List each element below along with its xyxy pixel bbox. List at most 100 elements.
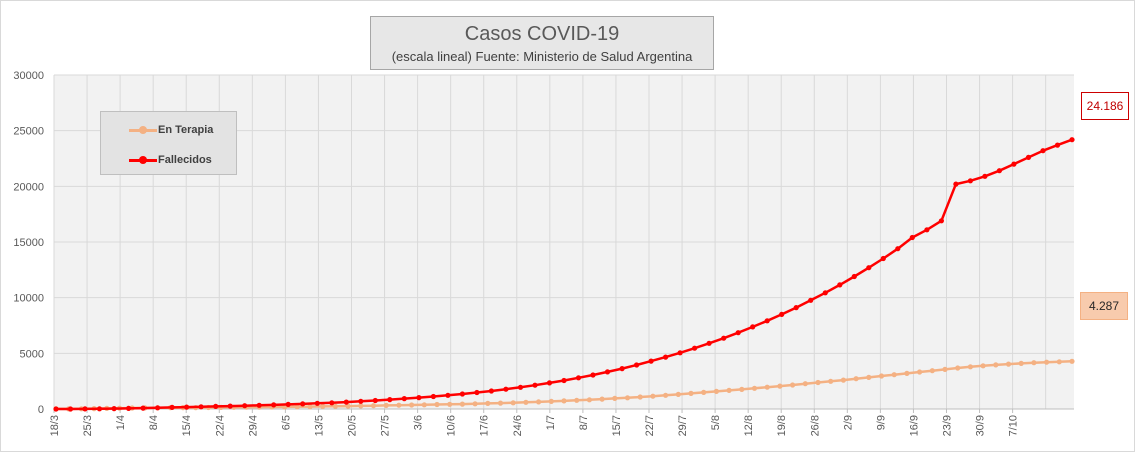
x-tick-label: 7/10: [1008, 415, 1020, 436]
x-tick-label: 20/5: [347, 415, 359, 436]
data-point-en-terapia: [878, 373, 885, 379]
data-point-fallecidos: [663, 354, 669, 360]
x-tick-label: 22/7: [644, 415, 656, 436]
x-tick-label: 2/9: [842, 415, 854, 430]
data-point-fallecidos: [343, 399, 349, 405]
data-point-en-terapia: [663, 392, 669, 398]
data-point-fallecidos: [430, 393, 436, 400]
data-point-fallecidos: [590, 372, 596, 378]
x-tick-label: 18/3: [49, 415, 61, 436]
legend-marker-fallecidos: [139, 156, 147, 164]
data-point-fallecidos: [909, 234, 915, 241]
x-tick-label: 1/4: [115, 415, 127, 430]
data-point-fallecidos: [372, 397, 378, 404]
data-point-fallecidos: [692, 345, 698, 351]
y-tick-label: 25000: [13, 126, 44, 138]
data-point-fallecidos: [634, 362, 640, 368]
data-point-en-terapia: [904, 370, 910, 376]
data-point-fallecidos: [82, 406, 88, 412]
data-point-en-terapia: [853, 376, 859, 382]
data-point-fallecidos: [256, 402, 262, 408]
data-point-en-terapia: [980, 363, 986, 369]
data-point-en-terapia: [370, 403, 377, 409]
fallecidos-end-label: 24.186: [1081, 92, 1129, 120]
data-point-en-terapia: [790, 382, 796, 388]
data-point-fallecidos: [111, 406, 117, 412]
data-point-en-terapia: [675, 391, 681, 397]
y-tick-label: 5000: [20, 348, 44, 360]
data-point-en-terapia: [612, 395, 618, 401]
data-point-en-terapia: [409, 402, 415, 408]
data-point-fallecidos: [169, 404, 175, 410]
data-point-fallecidos: [561, 377, 567, 384]
data-point-fallecidos: [387, 397, 393, 403]
data-point-fallecidos: [648, 358, 654, 364]
data-point-en-terapia: [574, 397, 580, 403]
data-point-fallecidos: [314, 400, 320, 406]
data-point-en-terapia: [624, 395, 631, 401]
x-tick-label: 22/4: [214, 415, 226, 436]
legend-marker-en-terapia: [139, 126, 147, 134]
data-point-en-terapia: [358, 403, 364, 409]
data-point-en-terapia: [777, 383, 783, 389]
data-point-en-terapia: [1069, 358, 1075, 364]
data-point-fallecidos: [532, 382, 538, 388]
data-point-en-terapia: [1031, 360, 1037, 366]
x-tick-label: 8/7: [578, 415, 590, 430]
data-point-fallecidos: [822, 290, 828, 296]
x-tick-label: 13/5: [313, 415, 325, 436]
x-tick-label: 9/9: [875, 415, 887, 430]
data-point-fallecidos: [677, 350, 683, 356]
data-point-fallecidos: [155, 405, 161, 411]
data-point-en-terapia: [891, 372, 897, 378]
data-point-fallecidos: [924, 227, 930, 233]
data-point-en-terapia: [802, 381, 808, 387]
x-tick-label: 15/7: [611, 415, 623, 436]
data-point-fallecidos: [764, 318, 770, 324]
data-point-en-terapia: [815, 379, 821, 386]
x-tick-label: 23/9: [942, 415, 954, 436]
data-point-fallecidos: [329, 400, 335, 406]
legend-item-fallecidos: Fallecidos: [101, 152, 236, 168]
data-point-fallecidos: [546, 380, 553, 386]
data-point-fallecidos: [575, 375, 582, 381]
x-tick-label: 27/5: [380, 415, 392, 436]
x-tick-label: 12/8: [743, 415, 755, 436]
data-point-fallecidos: [184, 404, 190, 410]
en-terapia-end-label: 4.287: [1080, 292, 1128, 320]
y-tick-label: 0: [38, 404, 44, 416]
data-point-fallecidos: [358, 398, 364, 404]
data-point-en-terapia: [497, 400, 504, 406]
data-point-en-terapia: [561, 398, 567, 404]
data-point-en-terapia: [472, 401, 478, 407]
data-point-en-terapia: [764, 384, 770, 390]
data-point-fallecidos: [982, 173, 988, 179]
data-point-fallecidos: [96, 406, 103, 412]
x-tick-label: 3/6: [413, 415, 425, 430]
chart-title-box: Casos COVID-19 (escala lineal) Fuente: M…: [370, 16, 714, 70]
data-point-en-terapia: [650, 393, 656, 399]
x-tick-label: 24/6: [512, 415, 524, 436]
y-tick-label: 20000: [13, 181, 44, 193]
data-point-fallecidos: [1040, 148, 1046, 154]
data-point-en-terapia: [434, 401, 440, 408]
y-tick-label: 15000: [13, 237, 44, 249]
data-point-fallecidos: [953, 181, 959, 187]
data-point-fallecidos: [517, 384, 524, 390]
data-point-fallecidos: [735, 330, 741, 336]
data-point-en-terapia: [586, 397, 593, 403]
x-tick-label: 16/9: [908, 415, 920, 436]
data-point-fallecidos: [401, 396, 407, 402]
x-tick-label: 29/4: [247, 415, 259, 436]
x-tick-label: 25/3: [82, 415, 94, 436]
data-point-en-terapia: [1018, 360, 1024, 366]
data-point-fallecidos: [416, 395, 422, 401]
data-point-fallecidos: [967, 178, 974, 184]
data-point-fallecidos: [503, 386, 509, 392]
data-point-fallecidos: [1011, 161, 1017, 167]
data-point-en-terapia: [421, 402, 427, 408]
data-point-fallecidos: [793, 305, 799, 311]
data-point-en-terapia: [688, 390, 694, 396]
x-tick-label: 6/5: [280, 415, 292, 430]
data-point-en-terapia: [713, 388, 720, 394]
